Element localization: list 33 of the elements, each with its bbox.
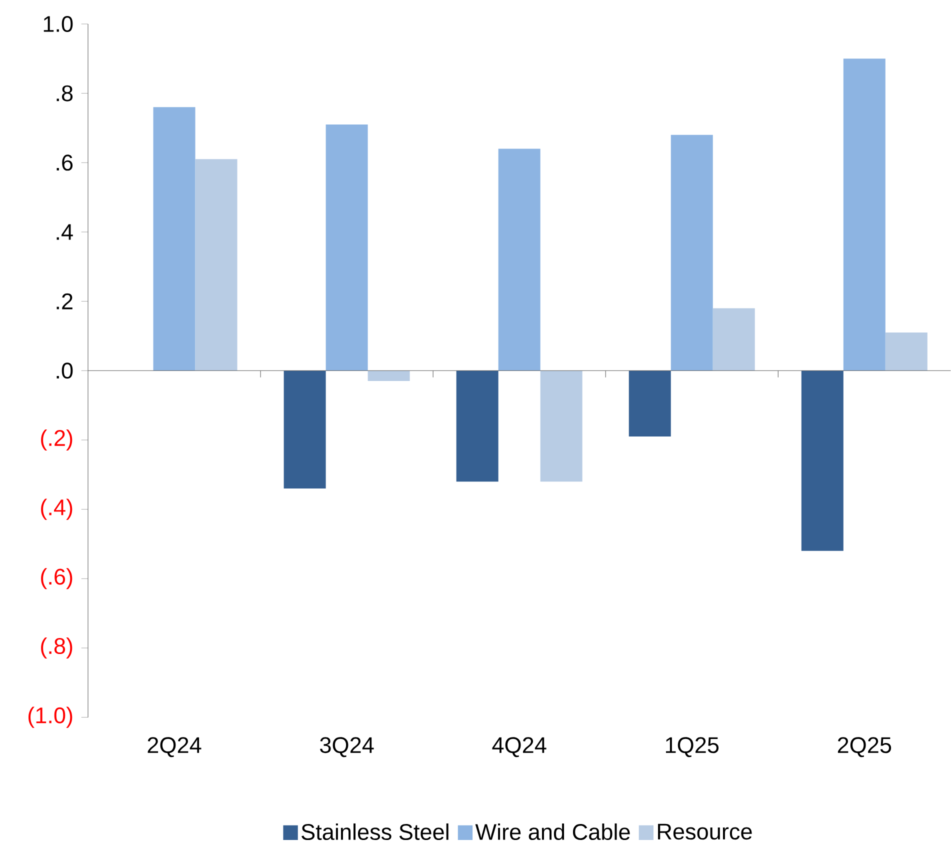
y-tick-label: (1.0) [28,706,72,728]
legend-label: Resource [658,824,752,840]
bar [195,159,238,371]
x-tick-label: 4Q24 [492,737,546,758]
bar [801,370,844,551]
bar [670,134,713,371]
y-tick-label: .0 [56,362,73,379]
bar [153,107,196,371]
y-tick-label: (.6) [41,568,72,590]
bar [498,148,540,371]
bar [284,370,326,489]
legend-label: Wire and Cable [475,823,630,840]
bar [326,124,368,371]
y-tick-label: 1.0 [44,16,73,32]
legend-label: Stainless Steel [302,823,448,840]
bar [368,370,410,382]
y-tick-label: .2 [56,293,72,310]
y-tick-label: (.4) [41,498,72,520]
bar [843,58,886,371]
bar [540,370,582,482]
bar [712,308,755,371]
x-tick-label: 3Q24 [320,737,374,758]
y-tick-label: .6 [56,154,73,171]
x-tick-label: 1Q25 [666,737,719,758]
bar [628,370,671,437]
bar [456,370,498,482]
y-tick-label: .8 [56,85,73,102]
x-tick-label: 2Q24 [148,737,202,758]
y-tick-label: .4 [56,224,73,240]
bar [885,332,928,371]
y-tick-label: (.8) [41,637,72,658]
x-tick-label: 2Q25 [838,737,892,758]
y-tick-label: (.2) [41,429,72,450]
